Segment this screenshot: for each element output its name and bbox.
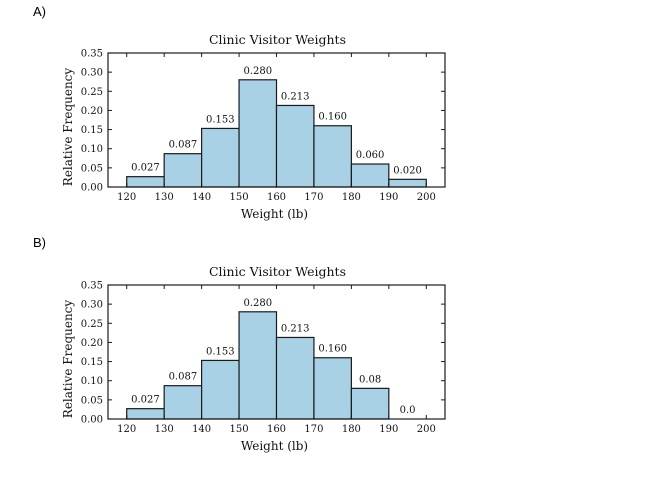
x-tick-label: 150: [230, 192, 249, 203]
bar-data-label: 0.160: [318, 112, 347, 123]
bar-data-label: 0.280: [243, 298, 272, 309]
chart-title: Clinic Visitor Weights: [209, 32, 346, 47]
bar-160-170: [275, 104, 315, 188]
bar-160-170: [275, 336, 315, 420]
x-tick-label: 160: [267, 424, 286, 435]
bar-data-label: 0.153: [206, 114, 235, 125]
x-tick-label: 180: [342, 192, 361, 203]
bar-data-label: 0.0: [400, 405, 416, 416]
x-tick-label: 170: [304, 192, 323, 203]
bar-data-label: 0.280: [243, 66, 272, 77]
y-axis-label: Relative Frequency: [61, 300, 75, 419]
bar-data-label: 0.213: [281, 91, 310, 102]
bar-170-180: [313, 125, 352, 188]
bar-data-label: 0.08: [359, 374, 381, 385]
bar-130-140: [163, 385, 203, 420]
x-tick-label: 190: [379, 192, 398, 203]
x-tick-label: 130: [155, 192, 174, 203]
bar-data-label: 0.027: [131, 163, 160, 174]
bar-120-130: [126, 408, 165, 420]
panel-b-label: B): [33, 235, 46, 250]
bar-data-label: 0.087: [169, 140, 198, 151]
y-tick-label: 0.25: [81, 87, 103, 98]
bar-140-150: [201, 127, 240, 188]
bar-140-150: [201, 359, 240, 420]
bar-data-label: 0.020: [393, 165, 422, 176]
x-axis-label: Weight (lb): [241, 439, 308, 453]
bar-data-label: 0.153: [206, 346, 235, 357]
x-tick-label: 200: [417, 424, 436, 435]
y-tick-label: 0.30: [81, 68, 103, 79]
bar-data-label: 0.060: [356, 150, 385, 161]
x-tick-label: 180: [342, 424, 361, 435]
y-tick-label: 0.05: [81, 395, 103, 406]
y-tick-label: 0.20: [81, 338, 103, 349]
bar-130-140: [163, 153, 203, 188]
bar-data-label: 0.213: [281, 323, 310, 334]
y-tick-label: 0.35: [81, 281, 103, 292]
y-tick-label: 0.15: [81, 125, 103, 136]
x-tick-label: 200: [417, 192, 436, 203]
x-tick-label: 140: [192, 424, 211, 435]
y-tick-label: 0.25: [81, 319, 103, 330]
y-tick-label: 0.30: [81, 300, 103, 311]
x-tick-label: 190: [379, 424, 398, 435]
x-tick-label: 120: [117, 424, 136, 435]
y-axis-label: Relative Frequency: [61, 68, 75, 187]
bar-180-190: [350, 163, 390, 188]
y-tick-label: 0.05: [81, 163, 103, 174]
y-tick-label: 0.00: [81, 183, 103, 194]
x-axis-label: Weight (lb): [241, 207, 308, 221]
histogram-chart-a: 0.027 0.087 0.153 0.280 0.213 0.160 0.060 0.020…: [61, 32, 446, 221]
x-tick-label: 160: [267, 192, 286, 203]
panel-a-label: A): [33, 4, 46, 19]
bar-170-180: [313, 357, 352, 420]
bar-150-160: [238, 79, 278, 188]
bar-data-label: 0.087: [169, 372, 198, 383]
y-tick-label: 0.00: [81, 415, 103, 426]
y-tick-label: 0.10: [81, 144, 103, 155]
y-tick-label: 0.20: [81, 106, 103, 117]
x-tick-label: 130: [155, 424, 174, 435]
x-tick-label: 140: [192, 192, 211, 203]
bar-190-200: [388, 178, 427, 188]
bar-data-label: 0.160: [318, 344, 347, 355]
chart-title: Clinic Visitor Weights: [209, 264, 346, 279]
y-tick-label: 0.35: [81, 49, 103, 60]
x-tick-label: 170: [304, 424, 323, 435]
y-tick-label: 0.10: [81, 376, 103, 387]
bar-120-130: [126, 176, 165, 188]
bar-180-190: [350, 387, 390, 420]
x-tick-label: 120: [117, 192, 136, 203]
bar-data-label: 0.027: [131, 395, 160, 406]
bar-150-160: [238, 311, 278, 420]
x-tick-label: 150: [230, 424, 249, 435]
histogram-chart-b: 0.027 0.087 0.153 0.280 0.213 0.160 0.08 0.0 120…: [61, 264, 446, 453]
y-tick-label: 0.15: [81, 357, 103, 368]
